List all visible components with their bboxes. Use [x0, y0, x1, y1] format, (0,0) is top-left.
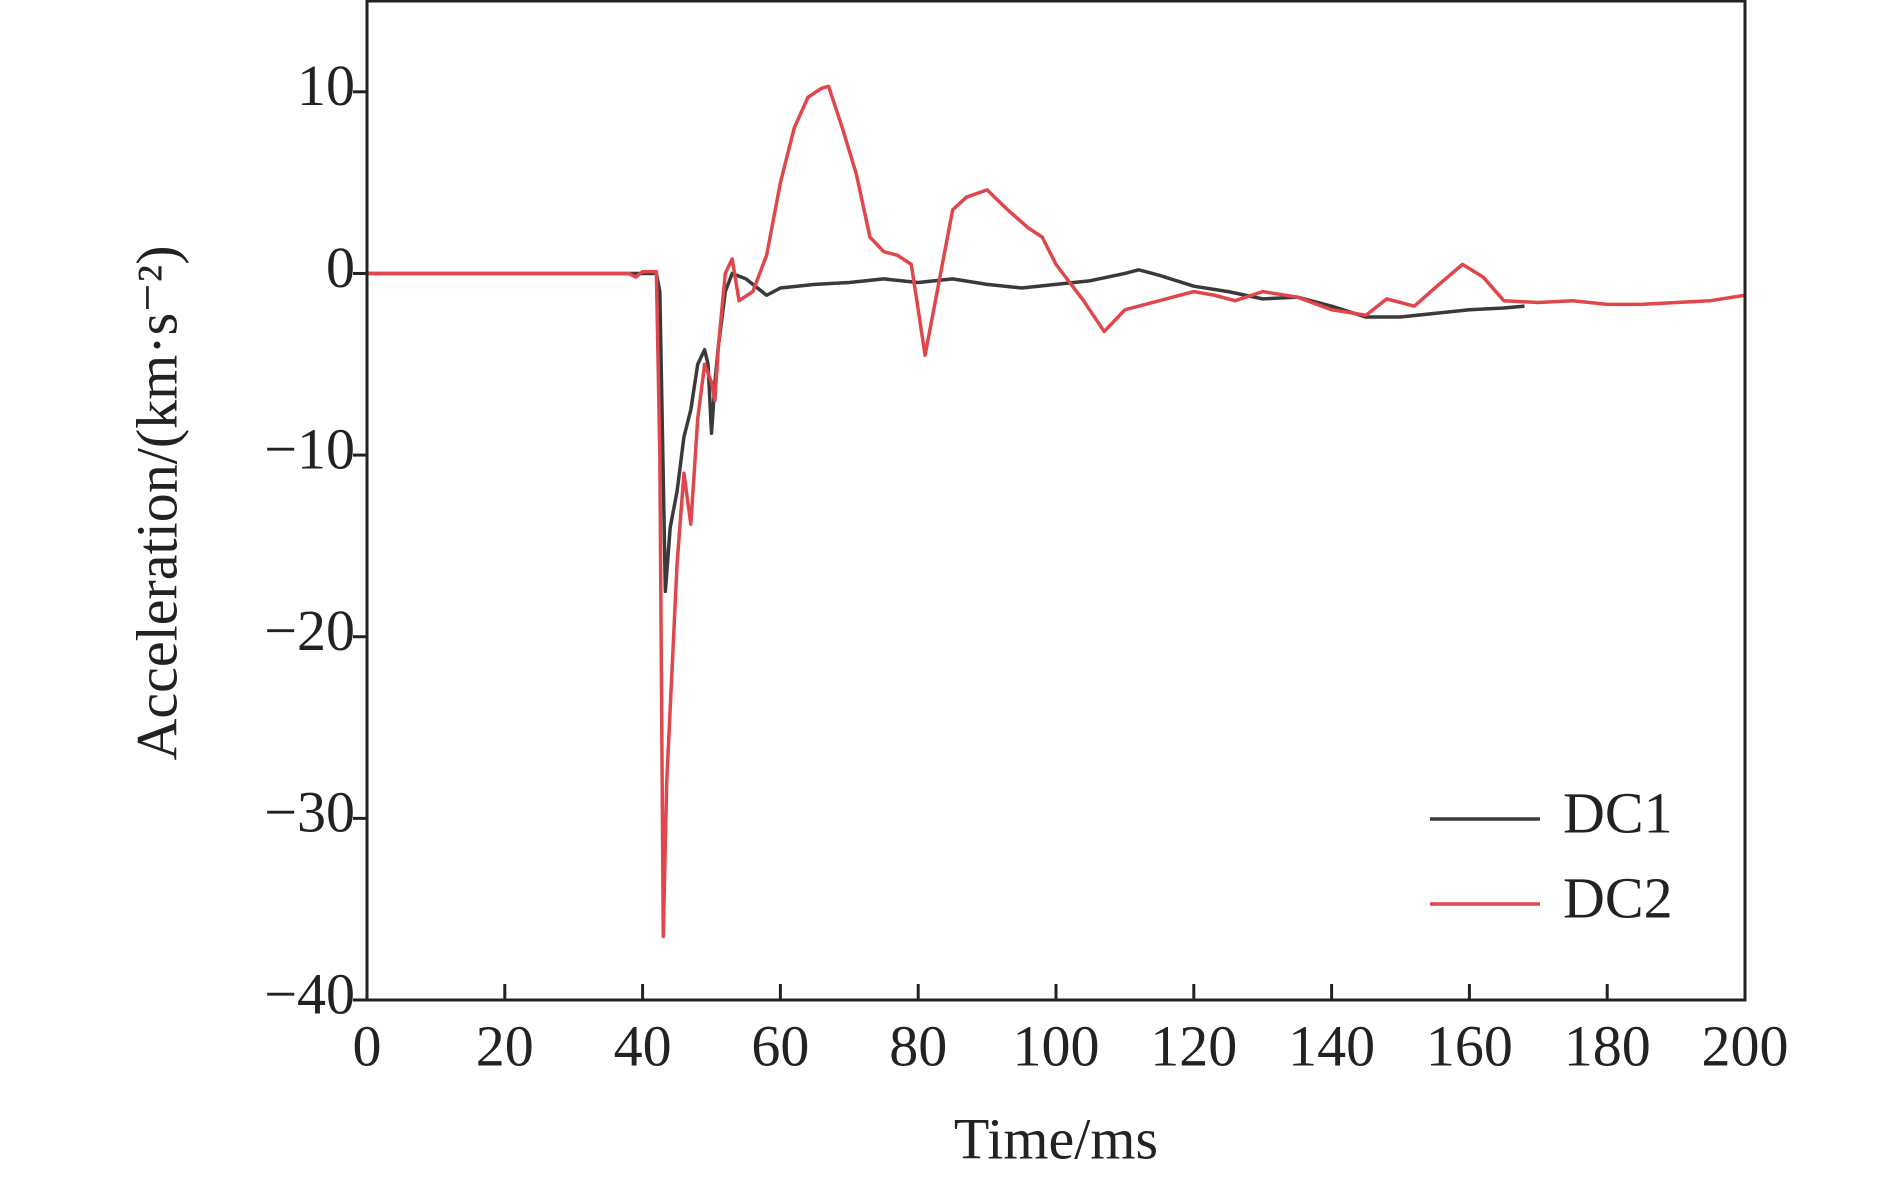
- x-tick-label: 180: [1564, 1013, 1651, 1078]
- x-tick-label: 40: [614, 1013, 672, 1078]
- x-tick-label: 20: [476, 1013, 534, 1078]
- x-tick-label: 80: [889, 1013, 947, 1078]
- x-tick-label: 120: [1150, 1013, 1237, 1078]
- x-tick-label: 60: [751, 1013, 809, 1078]
- legend-label: DC2: [1563, 865, 1673, 930]
- legend-label: DC1: [1563, 780, 1673, 845]
- y-axis-title: Acceleration/(km·s⁻²): [124, 245, 189, 760]
- x-tick-label: 140: [1288, 1013, 1375, 1078]
- y-tick-label: −30: [264, 780, 355, 845]
- data-line: [367, 268, 1525, 594]
- x-tick-label: 200: [1702, 1013, 1789, 1078]
- y-tick-label: −40: [264, 961, 355, 1026]
- x-axis-title: Time/ms: [954, 1106, 1158, 1171]
- y-tick-label: −10: [264, 416, 355, 481]
- plot-frame: [365, 0, 1747, 1002]
- x-tick-label: 160: [1426, 1013, 1513, 1078]
- y-tick-label: 10: [297, 53, 355, 118]
- y-tick-label: −20: [264, 598, 355, 663]
- y-tick-label: 0: [326, 235, 355, 300]
- x-tick-label: 100: [1013, 1013, 1100, 1078]
- x-tick-label: 0: [353, 1013, 382, 1078]
- data-line: [367, 84, 1746, 939]
